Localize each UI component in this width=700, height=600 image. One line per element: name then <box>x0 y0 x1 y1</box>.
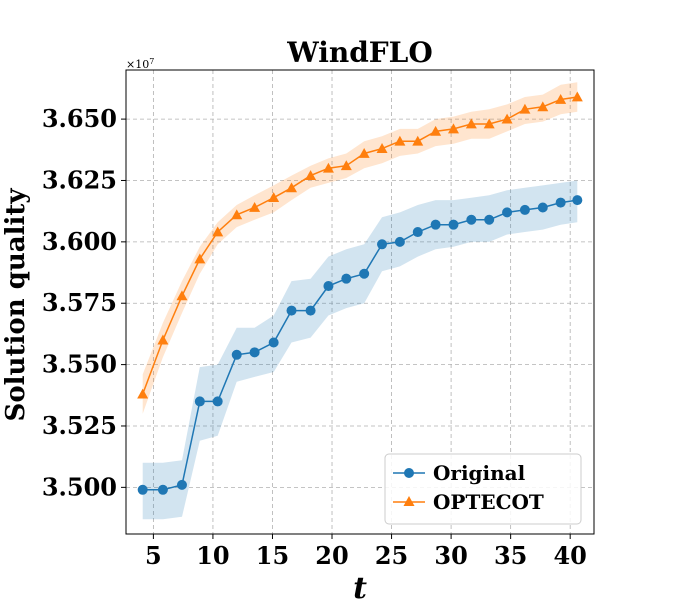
point-original-12 <box>359 268 370 279</box>
x-tick-label-20: 20 <box>315 541 348 570</box>
point-original-7 <box>268 337 279 348</box>
x-axis-label: t <box>353 571 367 600</box>
point-original-11 <box>341 273 352 284</box>
point-optecot-10 <box>322 162 334 173</box>
legend-label-original: Original <box>433 461 526 485</box>
point-optecot-20 <box>501 113 513 124</box>
legend-marker-original <box>404 468 414 478</box>
point-original-0 <box>137 484 148 495</box>
y-tick-label-2: 3.550 <box>42 350 117 379</box>
point-optecot-24 <box>571 91 583 102</box>
point-optecot-14 <box>394 135 406 146</box>
point-original-14 <box>394 236 405 247</box>
plot-frame <box>125 69 595 535</box>
x-tick-label-15: 15 <box>256 541 289 570</box>
y-tick-label-5: 3.625 <box>42 165 117 194</box>
point-original-13 <box>377 239 388 250</box>
x-axis-ticks: 5 10 15 20 25 30 35 40 <box>145 534 587 570</box>
point-optecot-11 <box>340 160 352 171</box>
point-original-17 <box>448 219 459 230</box>
point-original-16 <box>430 219 441 230</box>
legend-entry-optecot: OPTECOT <box>393 490 544 514</box>
point-optecot-8 <box>286 182 298 193</box>
legend-label-optecot: OPTECOT <box>433 490 544 514</box>
point-original-15 <box>412 227 423 238</box>
point-optecot-7 <box>268 192 280 203</box>
y-tick-label-0: 3.500 <box>42 472 117 501</box>
y-tick-label-1: 3.525 <box>42 411 117 440</box>
x-tick-label-10: 10 <box>196 541 229 570</box>
point-optecot-2 <box>176 290 188 301</box>
x-tick-label-25: 25 <box>375 541 408 570</box>
band-optecot <box>142 82 578 414</box>
point-optecot-21 <box>519 103 531 114</box>
point-original-18 <box>466 214 477 225</box>
point-optecot-6 <box>249 201 261 212</box>
point-optecot-15 <box>412 135 424 146</box>
point-original-23 <box>555 197 566 208</box>
point-optecot-9 <box>305 170 317 180</box>
point-original-19 <box>484 214 495 225</box>
x-tick-label-5: 5 <box>145 541 162 570</box>
point-original-5 <box>231 349 242 360</box>
legend: Original OPTECOT <box>384 453 582 525</box>
series-markers <box>137 91 583 495</box>
x-tick-label-35: 35 <box>494 541 527 570</box>
point-original-4 <box>212 396 223 407</box>
point-original-9 <box>305 305 316 316</box>
y-axis-ticks: 3.500 3.525 3.550 3.575 3.600 3.625 3.650 <box>42 104 126 501</box>
point-optecot-18 <box>465 118 477 129</box>
y-axis-label: Solution quality <box>1 188 31 422</box>
point-optecot-13 <box>376 143 388 153</box>
point-original-1 <box>157 484 168 495</box>
point-original-8 <box>286 305 297 316</box>
x-tick-label-40: 40 <box>553 541 586 570</box>
point-original-21 <box>519 204 530 215</box>
point-optecot-1 <box>157 334 169 345</box>
point-optecot-4 <box>212 226 224 237</box>
chart-title: WindFLO <box>286 36 432 69</box>
y-tick-label-4: 3.600 <box>42 227 117 256</box>
y-tick-label-3: 3.575 <box>42 288 117 317</box>
legend-marker-optecot <box>403 496 415 506</box>
point-original-20 <box>502 207 513 218</box>
point-optecot-16 <box>430 125 442 136</box>
point-original-3 <box>194 396 205 407</box>
point-original-6 <box>249 347 260 358</box>
y-tick-label-6: 3.650 <box>42 104 117 133</box>
point-original-22 <box>537 202 548 213</box>
legend-entry-original: Original <box>393 461 526 485</box>
point-optecot-19 <box>483 118 495 129</box>
x-tick-label-30: 30 <box>434 541 467 570</box>
point-optecot-22 <box>537 101 549 112</box>
point-optecot-3 <box>194 253 206 264</box>
point-optecot-23 <box>555 93 567 104</box>
point-optecot-0 <box>137 388 149 399</box>
point-optecot-12 <box>358 147 370 158</box>
point-optecot-17 <box>447 123 459 134</box>
point-original-24 <box>572 195 583 206</box>
legend-box <box>384 453 582 525</box>
point-optecot-5 <box>231 209 243 220</box>
y-axis-offset-label: ×107 <box>126 57 154 71</box>
point-original-2 <box>176 479 187 490</box>
point-original-10 <box>323 281 334 292</box>
grid <box>126 70 594 534</box>
